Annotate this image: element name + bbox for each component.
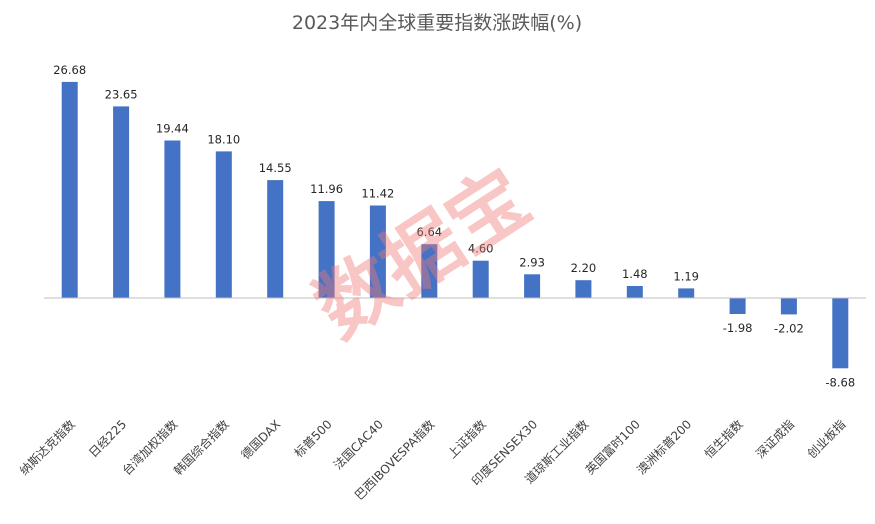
bar bbox=[832, 298, 849, 369]
bar bbox=[61, 81, 78, 299]
bar bbox=[729, 298, 746, 314]
bar bbox=[267, 180, 284, 298]
x-tick-label: 法国CAC40 bbox=[331, 417, 386, 472]
bar bbox=[678, 288, 695, 298]
data-label: -2.02 bbox=[774, 321, 804, 335]
data-label: 26.68 bbox=[53, 63, 86, 77]
bar bbox=[472, 260, 489, 298]
data-label-group: 26.68 23.65 19.44 18.10 14.55 11.96 11.42 6.64 4… bbox=[53, 63, 855, 389]
bar bbox=[421, 244, 438, 298]
bar bbox=[575, 280, 592, 298]
x-tick-label: 创业板指 bbox=[804, 417, 849, 462]
data-label: 19.44 bbox=[156, 122, 189, 136]
data-label: 14.55 bbox=[259, 161, 292, 175]
x-tick-label: 纳斯达克指数 bbox=[16, 417, 78, 479]
x-tick-label: 上证指数 bbox=[444, 417, 489, 462]
data-label: 6.64 bbox=[416, 225, 442, 239]
bar-group bbox=[61, 81, 849, 369]
x-tick-label: 深证成指 bbox=[752, 417, 797, 462]
x-tick-label: 标普500 bbox=[292, 417, 335, 460]
data-label: 11.42 bbox=[361, 187, 394, 201]
x-tick-label: 日经225 bbox=[86, 417, 129, 460]
data-label: 23.65 bbox=[105, 87, 138, 101]
x-tick-label: 韩国综合指数 bbox=[170, 417, 232, 479]
data-label: 4.60 bbox=[468, 242, 494, 256]
data-label: 18.10 bbox=[207, 132, 240, 146]
x-tick-label: 恒生指数 bbox=[701, 417, 746, 462]
data-label: -8.68 bbox=[825, 375, 855, 389]
data-label: 2.93 bbox=[519, 255, 545, 269]
chart-title: 2023年内全球重要指数涨跌幅(%) bbox=[292, 12, 582, 34]
data-label: 1.48 bbox=[622, 267, 648, 281]
x-tick-label: 澳洲标普200 bbox=[634, 417, 694, 477]
x-tick-label: 德国DAX bbox=[238, 417, 284, 463]
bar bbox=[626, 286, 643, 298]
data-label: 2.20 bbox=[571, 261, 597, 275]
bar bbox=[780, 298, 797, 315]
data-label: 11.96 bbox=[310, 182, 343, 196]
bar bbox=[113, 106, 130, 299]
data-label: 1.19 bbox=[673, 269, 699, 283]
bar bbox=[369, 205, 386, 298]
data-label: -1.98 bbox=[723, 321, 753, 335]
bar bbox=[164, 140, 181, 298]
bar bbox=[318, 201, 335, 298]
bar bbox=[524, 274, 541, 298]
bar bbox=[215, 151, 232, 298]
